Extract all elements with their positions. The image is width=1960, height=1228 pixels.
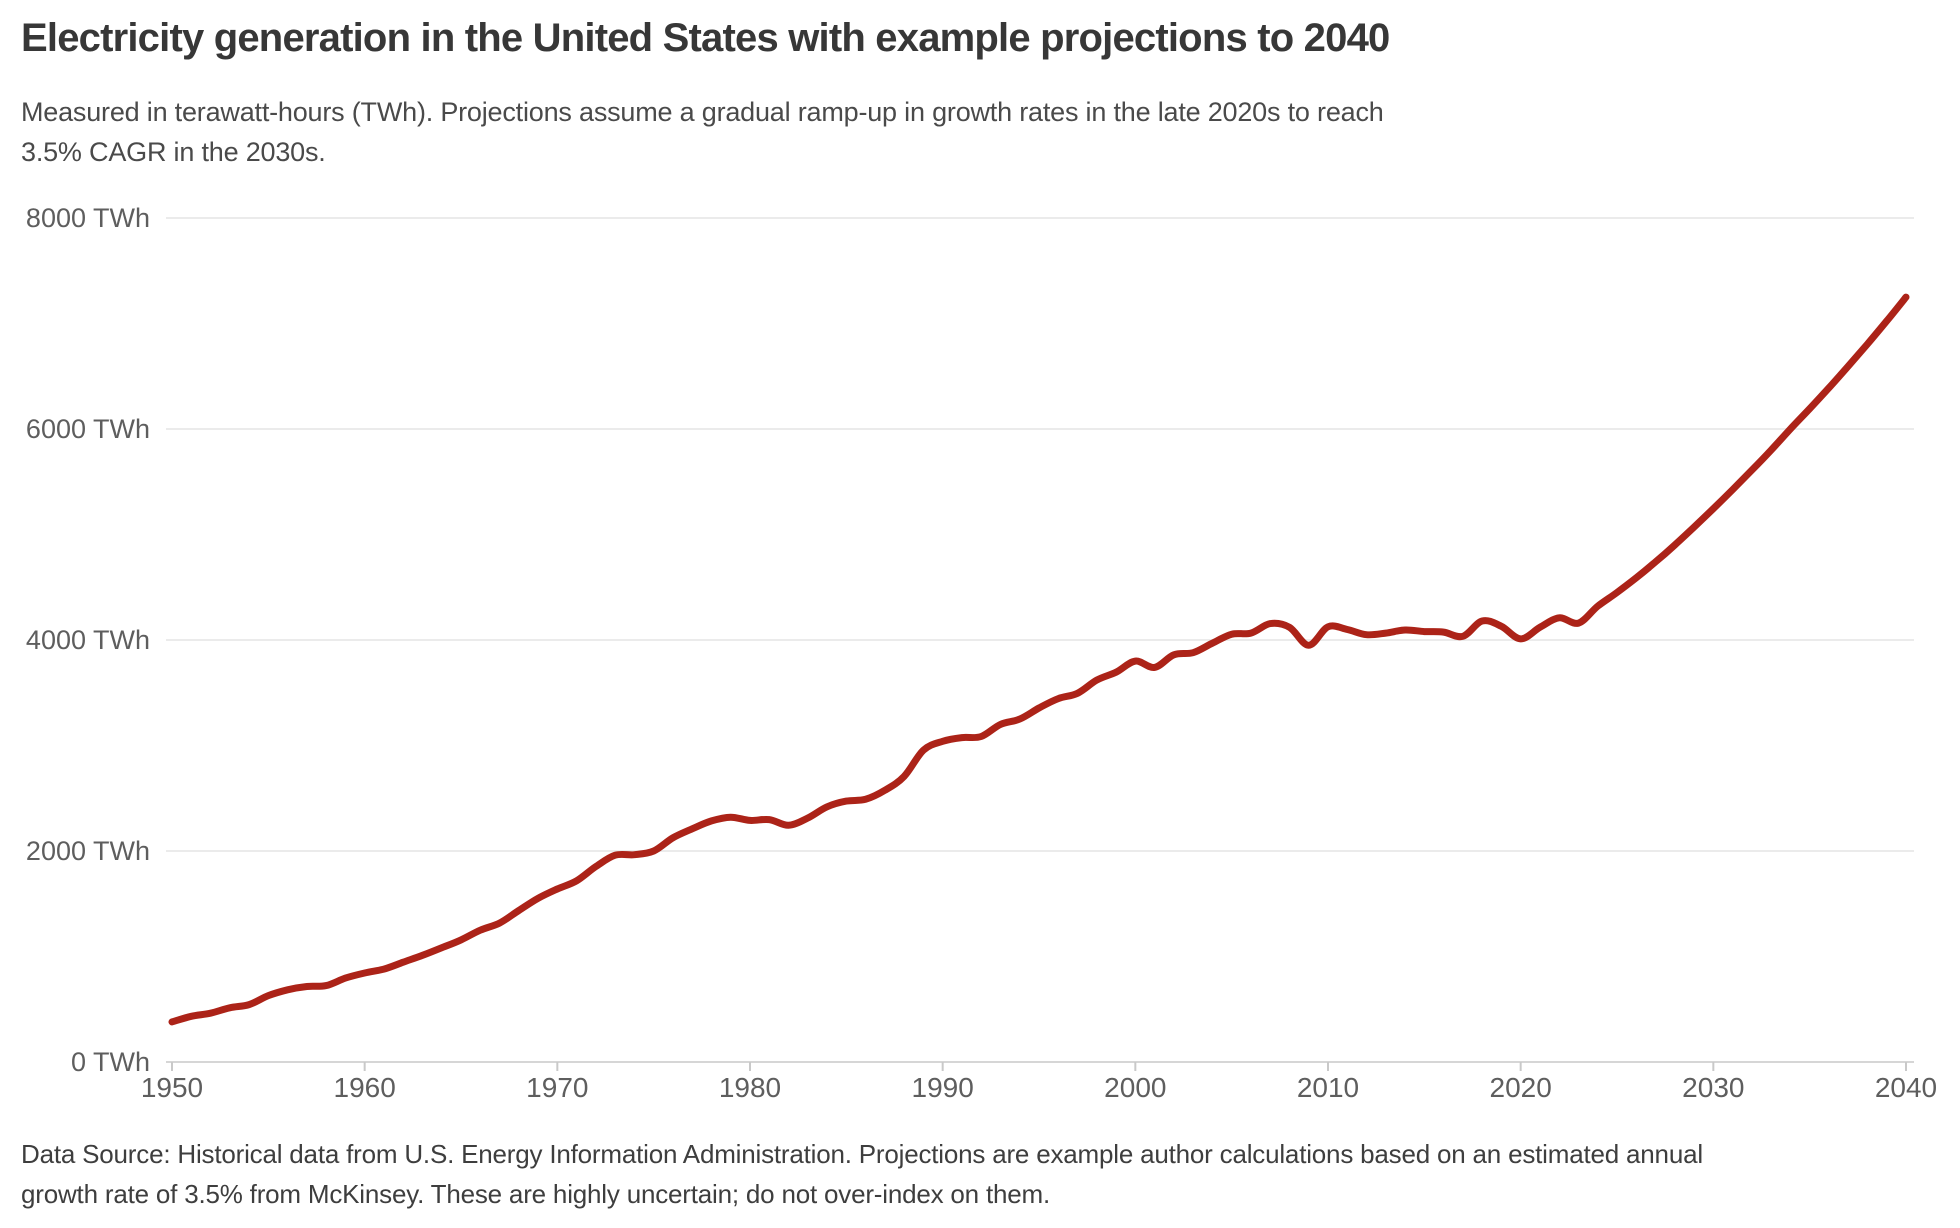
y-axis-label: 2000 TWh <box>26 836 150 866</box>
data-source-note: Data Source: Historical data from U.S. E… <box>21 1134 1931 1214</box>
chart-title: Electricity generation in the United Sta… <box>21 16 1390 60</box>
x-axis-label: 2030 <box>1682 1072 1744 1103</box>
y-axis-label: 0 TWh <box>71 1047 150 1077</box>
y-axis-label: 6000 TWh <box>26 414 150 444</box>
chart-subtitle-line-2: 3.5% CAGR in the 2030s. <box>21 137 326 167</box>
x-axis-label: 2000 <box>1104 1072 1166 1103</box>
x-axis-label: 2040 <box>1875 1072 1937 1103</box>
x-axis-label: 1960 <box>334 1072 396 1103</box>
data-source-line-2: growth rate of 3.5% from McKinsey. These… <box>21 1179 1050 1209</box>
x-axis-label: 2010 <box>1297 1072 1359 1103</box>
x-axis-label: 1950 <box>141 1072 203 1103</box>
chart-subtitle-line-1: Measured in terawatt-hours (TWh). Projec… <box>21 97 1384 127</box>
chart-subtitle: Measured in terawatt-hours (TWh). Projec… <box>21 92 1566 172</box>
y-axis-label: 8000 TWh <box>26 203 150 233</box>
y-axis-label: 4000 TWh <box>26 625 150 655</box>
x-axis-label: 1980 <box>719 1072 781 1103</box>
series-line <box>168 293 1910 1026</box>
x-axis-label: 1970 <box>526 1072 588 1103</box>
x-axis-label: 2020 <box>1490 1072 1552 1103</box>
x-axis-label: 1990 <box>912 1072 974 1103</box>
data-source-line-1: Data Source: Historical data from U.S. E… <box>21 1139 1703 1169</box>
